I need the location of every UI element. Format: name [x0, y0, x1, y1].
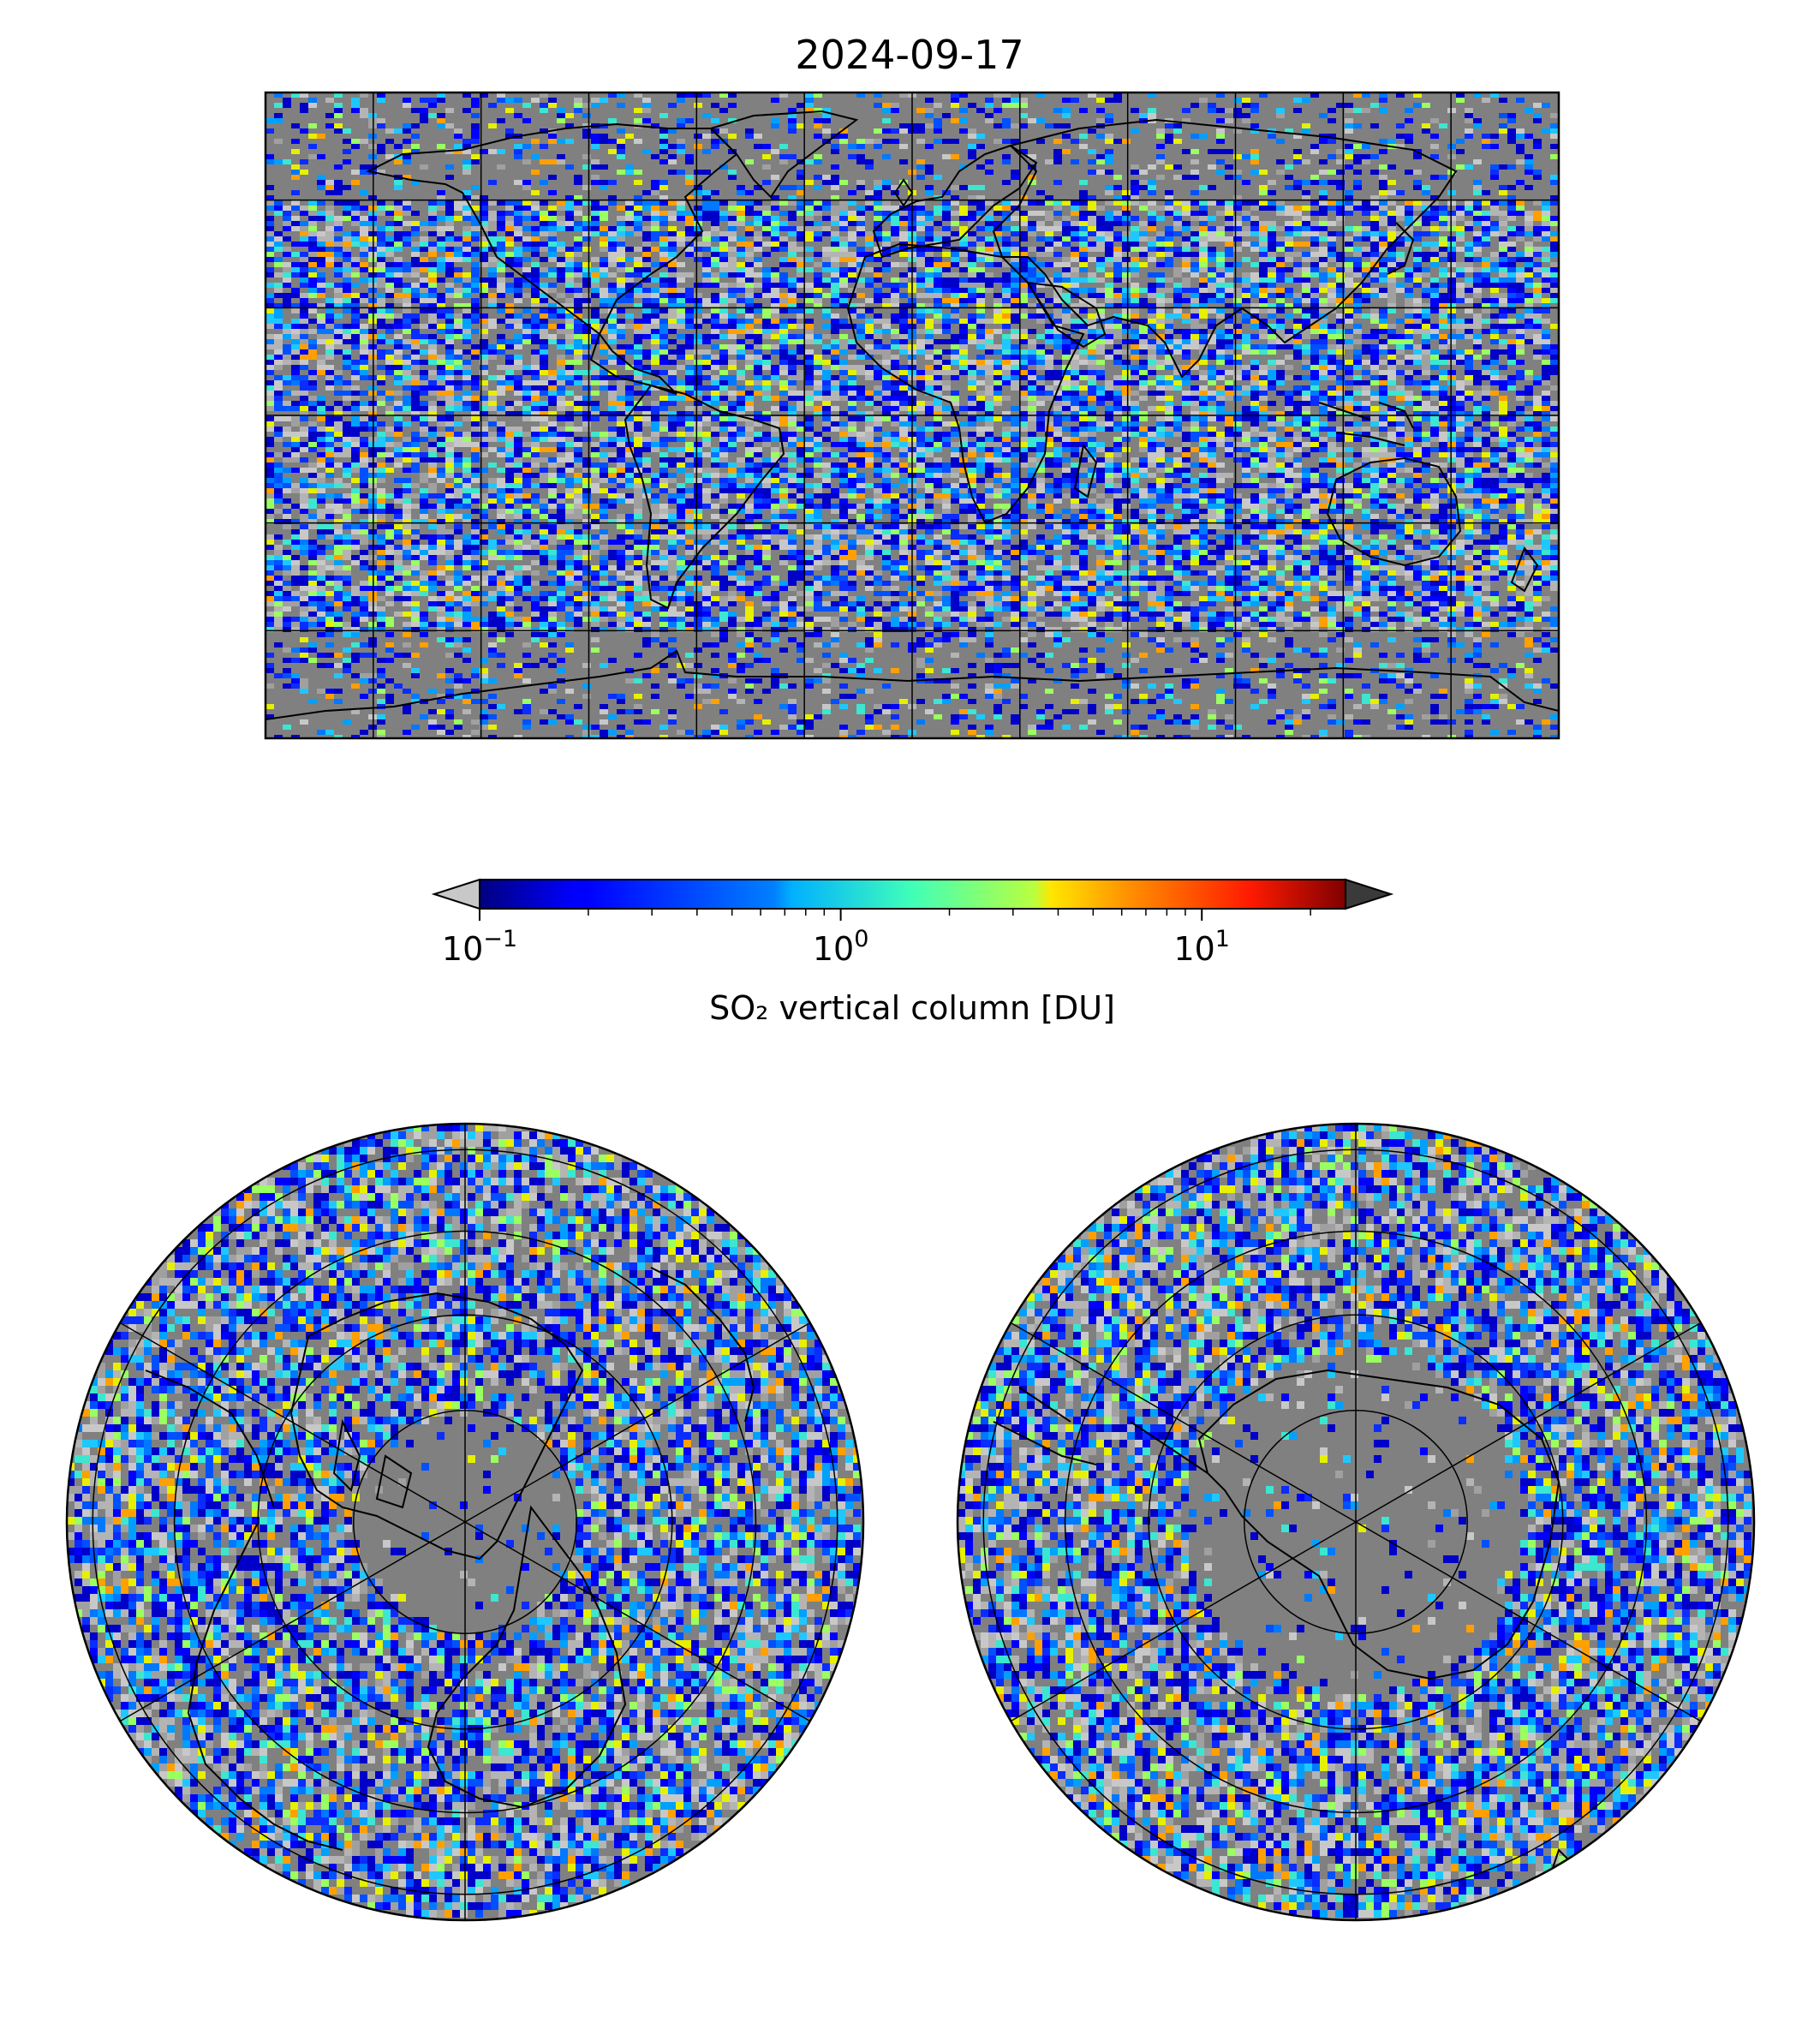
north-polar-frame [65, 1122, 865, 1922]
colorbar-gradient [479, 879, 1346, 910]
colorbar-tick-label: 10−1 [442, 926, 517, 968]
figure-title: 2024-09-17 [795, 32, 1023, 78]
south-polar-graticule [982, 1124, 1729, 1920]
meridian-line [464, 1322, 811, 1523]
global-map-frame [264, 91, 1560, 740]
north-polar-coastlines [145, 1267, 755, 1851]
global-coastlines [266, 110, 1559, 720]
north-polar-so2-pixels [67, 1124, 861, 1918]
meridian-line [464, 1521, 811, 1722]
south-polar-frame [956, 1122, 1756, 1922]
colorbar-tick-label: 100 [813, 926, 869, 968]
north-polar-graticule [92, 1124, 838, 1920]
colorbar-under-extension [431, 878, 480, 910]
meridian-line [1010, 1521, 1357, 1722]
global-graticule [266, 92, 1559, 738]
global-so2-pixels [266, 92, 1559, 738]
colorbar-over-extension [1345, 878, 1394, 910]
colorbar-label: SO₂ vertical column [DU] [709, 989, 1115, 1027]
colorbar-ticks: 10−1 100 101 [442, 909, 1311, 968]
south-polar-so2-pixels [958, 1124, 1751, 1918]
global-map [264, 91, 1560, 740]
north-polar-map [65, 1122, 865, 1922]
meridian-line [1010, 1322, 1357, 1523]
colorbar: 10−1 100 101 SO₂ vertical column [DU] [431, 878, 1394, 1027]
south-polar-map [956, 1122, 1756, 1922]
colorbar-tick-label: 101 [1173, 926, 1230, 968]
meridian-line [119, 1521, 466, 1722]
meridian-line [1355, 1521, 1702, 1722]
meridian-line [119, 1322, 466, 1523]
meridian-line [1355, 1322, 1702, 1523]
